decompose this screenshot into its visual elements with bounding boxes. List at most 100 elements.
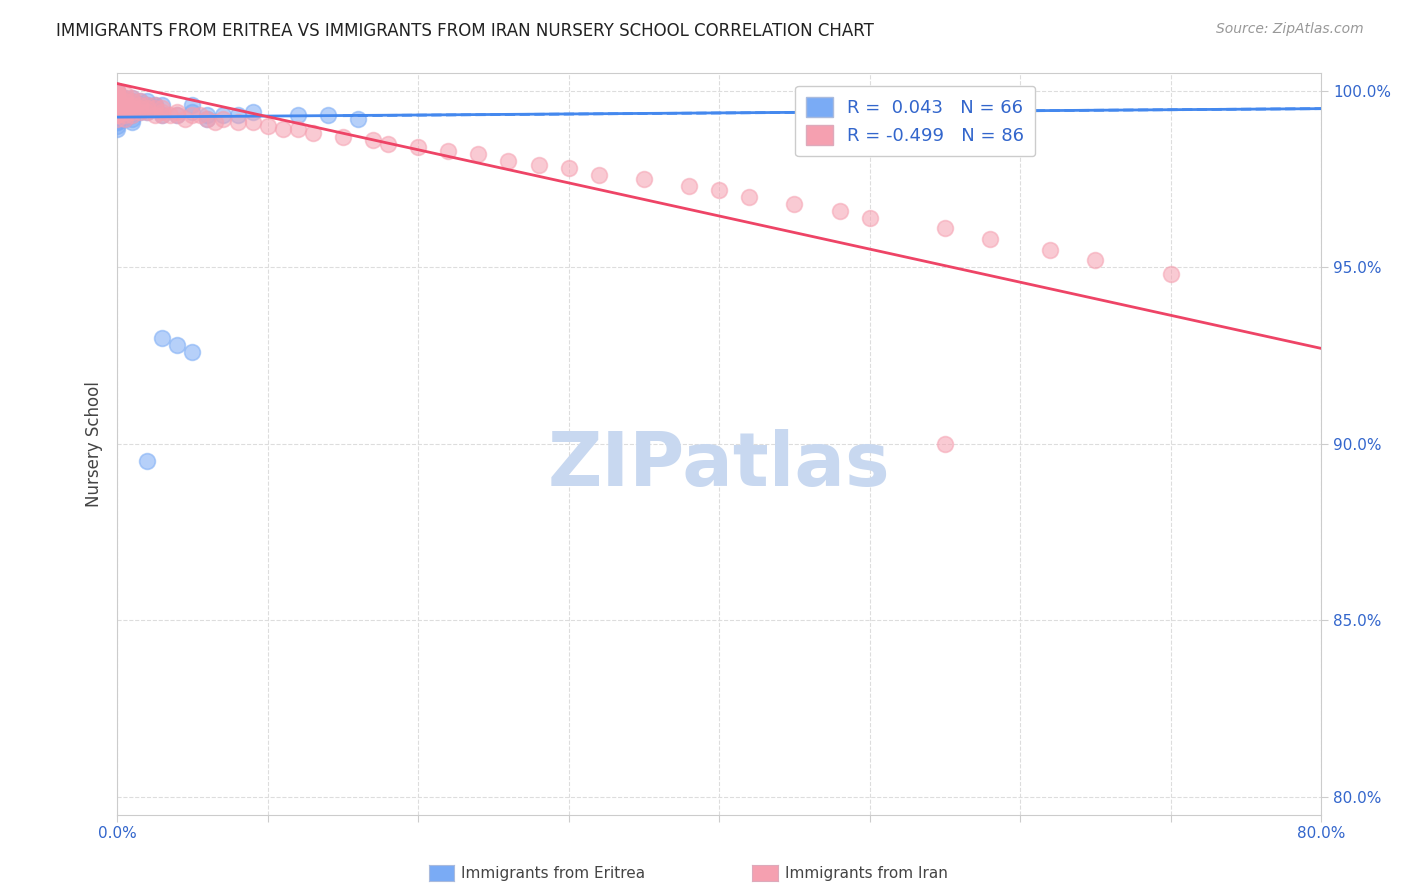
- Point: [114, 112, 136, 126]
- Point: [121, 115, 143, 129]
- Point: [859, 211, 882, 225]
- Point: [121, 97, 143, 112]
- Point: [406, 140, 429, 154]
- Point: [159, 108, 181, 122]
- Point: [467, 147, 489, 161]
- Point: [150, 108, 173, 122]
- Point: [181, 345, 204, 359]
- Point: [226, 115, 249, 129]
- Point: [588, 169, 610, 183]
- Point: [181, 104, 204, 119]
- Point: [105, 97, 128, 112]
- Point: [934, 436, 956, 450]
- Point: [121, 104, 143, 119]
- Point: [136, 104, 159, 119]
- Point: [121, 101, 143, 115]
- Point: [114, 112, 136, 126]
- Point: [128, 94, 150, 108]
- Point: [150, 331, 173, 345]
- Point: [114, 87, 136, 102]
- Point: [114, 104, 136, 119]
- Point: [105, 112, 128, 126]
- Point: [143, 101, 166, 115]
- Point: [121, 108, 143, 122]
- Point: [136, 101, 159, 115]
- Point: [105, 94, 128, 108]
- Point: [128, 104, 150, 119]
- Point: [128, 104, 150, 119]
- Point: [105, 104, 128, 119]
- Point: [783, 196, 806, 211]
- Point: [197, 112, 219, 126]
- Point: [105, 87, 128, 102]
- Point: [121, 91, 143, 105]
- Point: [136, 94, 159, 108]
- Point: [105, 94, 128, 108]
- Point: [121, 91, 143, 105]
- Point: [105, 97, 128, 112]
- Point: [121, 104, 143, 119]
- Point: [105, 87, 128, 102]
- Point: [287, 108, 309, 122]
- Point: [121, 101, 143, 115]
- Point: [105, 108, 128, 122]
- Text: ZIPatlas: ZIPatlas: [548, 429, 890, 502]
- Point: [105, 112, 128, 126]
- Point: [114, 104, 136, 119]
- Point: [121, 94, 143, 108]
- Point: [105, 101, 128, 115]
- Point: [114, 94, 136, 108]
- Point: [287, 122, 309, 136]
- Point: [114, 97, 136, 112]
- Point: [121, 97, 143, 112]
- Point: [114, 91, 136, 105]
- Point: [105, 87, 128, 102]
- Point: [166, 338, 188, 352]
- Point: [114, 101, 136, 115]
- Point: [105, 84, 128, 98]
- Point: [105, 101, 128, 115]
- Point: [738, 189, 761, 203]
- Point: [188, 108, 211, 122]
- Point: [197, 112, 219, 126]
- Point: [709, 182, 731, 196]
- Point: [105, 122, 128, 136]
- Point: [678, 178, 700, 193]
- Point: [150, 104, 173, 119]
- Point: [105, 101, 128, 115]
- Point: [242, 104, 264, 119]
- Point: [271, 122, 294, 136]
- Point: [361, 133, 384, 147]
- Point: [226, 108, 249, 122]
- Point: [105, 112, 128, 126]
- Point: [150, 108, 173, 122]
- Point: [105, 104, 128, 119]
- Point: [105, 97, 128, 112]
- Point: [828, 203, 851, 218]
- Point: [105, 97, 128, 112]
- Point: [256, 119, 278, 133]
- Point: [150, 101, 173, 115]
- Legend: R =  0.043   N = 66, R = -0.499   N = 86: R = 0.043 N = 66, R = -0.499 N = 86: [794, 86, 1035, 156]
- Point: [979, 232, 1001, 246]
- Point: [105, 91, 128, 105]
- Point: [174, 112, 197, 126]
- Point: [114, 91, 136, 105]
- Point: [105, 91, 128, 105]
- Point: [105, 101, 128, 115]
- Text: IMMIGRANTS FROM ERITREA VS IMMIGRANTS FROM IRAN NURSERY SCHOOL CORRELATION CHART: IMMIGRANTS FROM ERITREA VS IMMIGRANTS FR…: [56, 22, 875, 40]
- Point: [105, 84, 128, 98]
- Point: [150, 97, 173, 112]
- Point: [1160, 267, 1182, 281]
- Point: [128, 101, 150, 115]
- Point: [114, 97, 136, 112]
- Point: [105, 94, 128, 108]
- Point: [1039, 243, 1062, 257]
- Point: [105, 119, 128, 133]
- Point: [181, 108, 204, 122]
- Point: [105, 84, 128, 98]
- Point: [498, 154, 520, 169]
- Point: [166, 108, 188, 122]
- Point: [181, 97, 204, 112]
- Point: [114, 108, 136, 122]
